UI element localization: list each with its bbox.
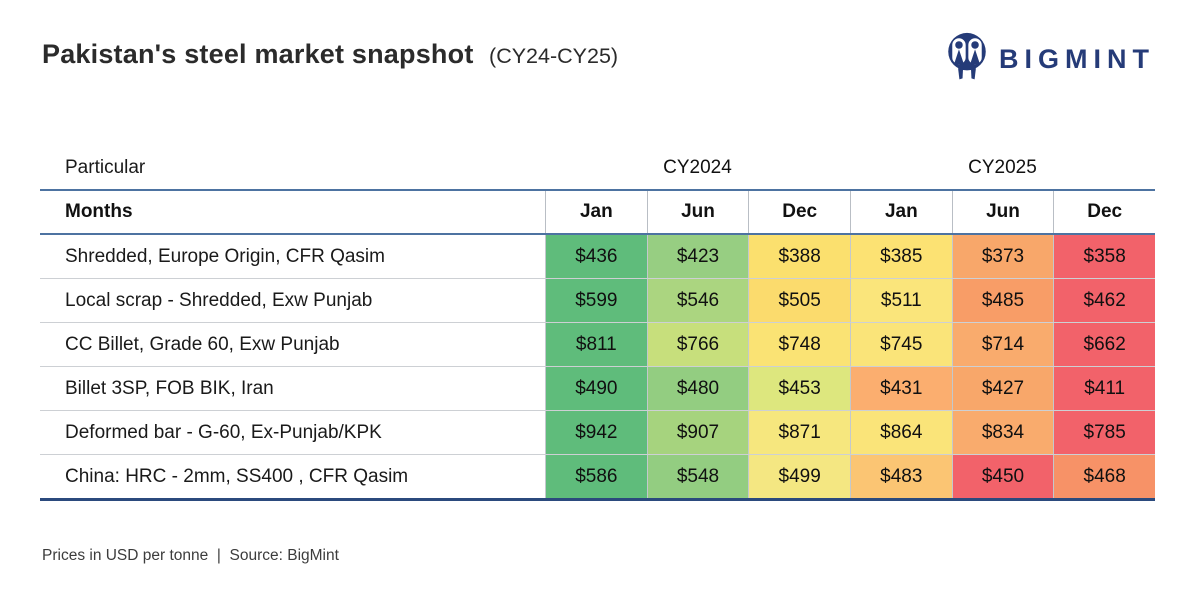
price-cell: $436	[545, 235, 647, 278]
price-cell: $499	[748, 455, 850, 498]
brand-logo: BIGMINT	[945, 32, 1155, 87]
row-label: Local scrap - Shredded, Exw Punjab	[40, 279, 545, 322]
price-cell: $511	[849, 279, 952, 322]
price-cell: $785	[1053, 411, 1155, 454]
price-cell: $385	[849, 235, 952, 278]
bigmint-logo-icon	[945, 32, 989, 87]
price-cell: $748	[748, 323, 850, 366]
price-cell: $942	[545, 411, 647, 454]
price-cell: $546	[646, 279, 749, 322]
price-cell: $766	[646, 323, 749, 366]
row-label: Shredded, Europe Origin, CFR Qasim	[40, 235, 545, 278]
price-cell: $450	[951, 455, 1054, 498]
year-group-row: Particular CY2024 CY2025	[40, 147, 1155, 189]
months-header-row: Months Jan Jun Dec Jan Jun Dec	[40, 189, 1155, 235]
price-cell: $485	[951, 279, 1054, 322]
title-text: Pakistan's steel market snapshot	[42, 39, 474, 69]
month-col-jan-cy24: Jan	[545, 191, 647, 233]
price-cell: $745	[849, 323, 952, 366]
price-cell: $388	[748, 235, 850, 278]
row-label: China: HRC - 2mm, SS400 , CFR Qasim	[40, 455, 545, 498]
table-row: China: HRC - 2mm, SS400 , CFR Qasim $586…	[40, 455, 1155, 498]
price-cell: $714	[951, 323, 1054, 366]
price-cell: $864	[849, 411, 952, 454]
price-table: Particular CY2024 CY2025 Months Jan Jun …	[40, 147, 1155, 501]
table-row: Shredded, Europe Origin, CFR Qasim $436 …	[40, 235, 1155, 279]
price-cell: $834	[951, 411, 1054, 454]
page-title: Pakistan's steel market snapshot (CY24-C…	[42, 36, 618, 74]
price-cell: $871	[748, 411, 850, 454]
price-cell: $586	[545, 455, 647, 498]
month-col-dec-cy25: Dec	[1053, 191, 1155, 233]
month-col-jun-cy24: Jun	[646, 191, 749, 233]
year-group-cy2024: CY2024	[663, 157, 732, 178]
title-subtitle: (CY24-CY25)	[489, 44, 619, 68]
price-cell: $358	[1053, 235, 1155, 278]
month-col-dec-cy24: Dec	[748, 191, 850, 233]
header: Pakistan's steel market snapshot (CY24-C…	[0, 0, 1200, 87]
price-cell: $431	[849, 367, 952, 410]
price-cell: $483	[849, 455, 952, 498]
months-header: Months	[40, 191, 545, 233]
price-cell: $453	[748, 367, 850, 410]
price-cell: $411	[1053, 367, 1155, 410]
table-row: Local scrap - Shredded, Exw Punjab $599 …	[40, 279, 1155, 323]
price-cell: $505	[748, 279, 850, 322]
month-col-jun-cy25: Jun	[951, 191, 1054, 233]
table-row: Billet 3SP, FOB BIK, Iran $490 $480 $453…	[40, 367, 1155, 411]
brand-name: BIGMINT	[999, 44, 1155, 74]
price-cell: $468	[1053, 455, 1155, 498]
price-cell: $462	[1053, 279, 1155, 322]
month-col-jan-cy25: Jan	[849, 191, 952, 233]
price-cell: $490	[545, 367, 647, 410]
row-label: CC Billet, Grade 60, Exw Punjab	[40, 323, 545, 366]
table-row: Deformed bar - G-60, Ex-Punjab/KPK $942 …	[40, 411, 1155, 455]
price-cell: $662	[1053, 323, 1155, 366]
particular-header: Particular	[40, 147, 545, 189]
price-cell: $811	[545, 323, 647, 366]
price-cell: $427	[951, 367, 1054, 410]
price-cell: $907	[646, 411, 749, 454]
table-row: CC Billet, Grade 60, Exw Punjab $811 $76…	[40, 323, 1155, 367]
row-label: Deformed bar - G-60, Ex-Punjab/KPK	[40, 411, 545, 454]
price-cell: $480	[646, 367, 749, 410]
price-cell: $373	[951, 235, 1054, 278]
price-cell: $423	[646, 235, 749, 278]
price-cell: $599	[545, 279, 647, 322]
footnote: Prices in USD per tonne | Source: BigMin…	[42, 547, 339, 564]
year-group-cy2025: CY2025	[968, 157, 1037, 178]
row-label: Billet 3SP, FOB BIK, Iran	[40, 367, 545, 410]
price-cell: $548	[646, 455, 749, 498]
